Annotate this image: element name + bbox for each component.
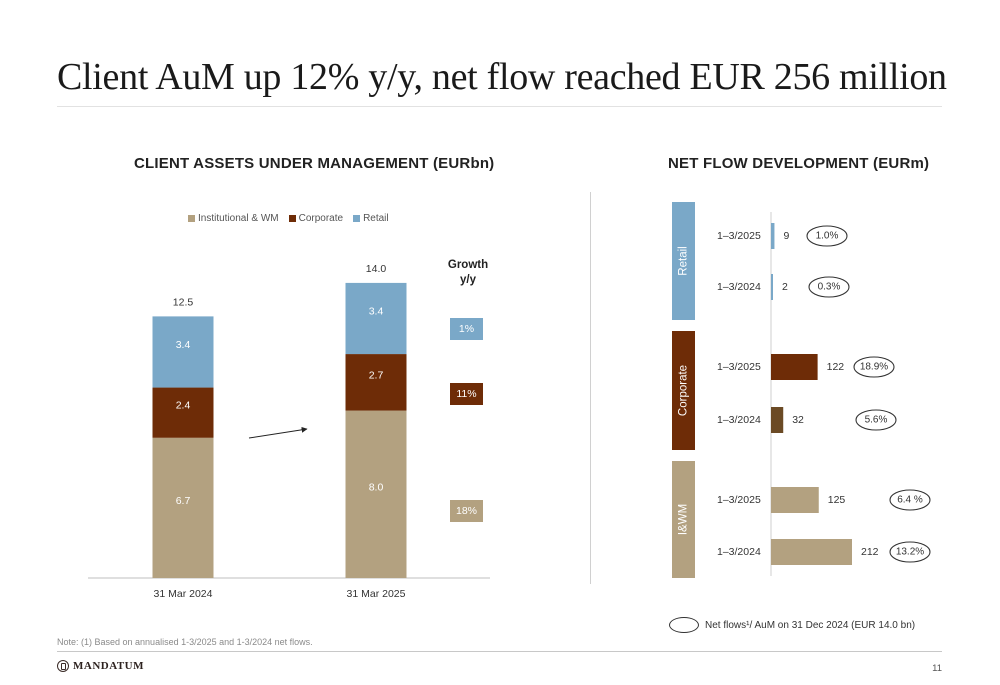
bar-corporate-1 [152, 387, 214, 438]
ratio-label-retail-2: 0.3% [818, 282, 841, 293]
legend-swatch-retail [353, 215, 361, 222]
net-flow-legend-label: Net flows¹/ AuM on 31 Dec 2024 (EUR 14.0… [705, 619, 916, 631]
net-flow-value-retail-2: 2 [782, 281, 788, 293]
period-label-retail-1: 1–3/2025 [717, 230, 761, 242]
mandatum-logo: MANDATUM [57, 660, 144, 672]
logo-emblem-icon [57, 660, 69, 672]
net-flow-bar-corporate-1 [771, 354, 818, 380]
group-label-corporate: Corporate [678, 365, 690, 416]
net-flow-bar-retail-1 [771, 223, 775, 249]
footnote: Note: (1) Based on annualised 1-3/2025 a… [57, 637, 313, 647]
growth-header: Growth y/y [437, 258, 499, 288]
title-divider [57, 106, 942, 107]
aum-legend: Institutional & WM Corporate Retail [188, 213, 389, 224]
ratio-oval-retail-1 [806, 225, 848, 247]
total-label-1: 12.5 [173, 296, 194, 308]
bar-label-corporate-2: 2.7 [369, 369, 384, 381]
legend-label-corporate: Corporate [298, 213, 344, 224]
group-band-i-wm [672, 461, 695, 578]
bar-label-institutional-wm-1: 6.7 [176, 495, 191, 507]
legend-oval-icon [669, 617, 699, 633]
growth-box-retail: 1% [450, 318, 483, 340]
logo-text: MANDATUM [73, 660, 145, 672]
net-flow-bar-corporate-2 [771, 407, 784, 433]
bar-label-institutional-wm-2: 8.0 [369, 481, 384, 493]
group-label-i-wm: I&WM [678, 504, 690, 535]
net-flow-bar-i-wm-2 [771, 539, 852, 565]
net-flow-value-i-wm-1: 125 [828, 494, 846, 506]
period-label-corporate-1: 1–3/2025 [717, 361, 761, 373]
ratio-label-corporate-2: 5.6% [865, 415, 888, 426]
net-flow-value-retail-1: 9 [783, 230, 789, 242]
bar-institutional-wm-1 [152, 437, 214, 578]
net-flow-value-corporate-1: 122 [827, 361, 845, 373]
aum-chart: 6.7 2.4 3.4 12.5 31 Mar 2024 8.0 2.7 3.4 14.0 31 … [88, 263, 490, 600]
ratio-label-i-wm-2: 13.2% [896, 547, 924, 558]
group-band-retail [672, 202, 695, 320]
period-label-i-wm-2: 1–3/2024 [717, 546, 761, 558]
net-flow-legend: Net flows¹/ AuM on 31 Dec 2024 (EUR 14.0… [669, 617, 915, 633]
growth-box-corporate: 11% [450, 383, 483, 405]
x-tick-label-1: 31 Mar 2024 [154, 588, 213, 600]
legend-label-retail: Retail [363, 213, 389, 224]
period-label-i-wm-1: 1–3/2025 [717, 494, 761, 506]
page-title: Client AuM up 12% y/y, net flow reached … [57, 56, 947, 98]
growth-header-line1: Growth [447, 259, 489, 271]
net-flow-chart: Retail 1–3/2025 9 1.0% 1–3/2024 2 0.3% Corporat… [672, 202, 931, 578]
ratio-oval-i-wm-2 [889, 541, 931, 563]
ratio-oval-corporate-1 [853, 356, 895, 378]
bar-label-retail-2: 3.4 [369, 305, 384, 317]
ratio-label-i-wm-1: 6.4 % [897, 495, 923, 506]
net-flow-bar-retail-2 [771, 274, 773, 300]
growth-box-inst-wm: 18% [450, 500, 483, 522]
legend-swatch-corporate [288, 215, 296, 222]
ratio-label-retail-1: 1.0% [816, 231, 839, 242]
ratio-label-corporate-1: 18.9% [860, 362, 888, 373]
page-number: 11 [932, 663, 942, 674]
net-flow-value-i-wm-2: 212 [861, 546, 879, 558]
bar-retail-2 [345, 282, 407, 355]
ratio-oval-corporate-2 [855, 409, 897, 431]
legend-label-inst-wm: Institutional & WM [198, 213, 279, 224]
net-flow-chart-title: NET FLOW DEVELOPMENT (EURm) [668, 155, 930, 172]
period-label-corporate-2: 1–3/2024 [717, 414, 761, 426]
group-band-corporate [672, 331, 695, 450]
legend-item-retail: Retail [353, 213, 389, 224]
total-label-2: 14.0 [366, 263, 387, 275]
group-label-retail: Retail [678, 246, 690, 275]
legend-item-corporate: Corporate [288, 213, 344, 224]
bar-label-corporate-1: 2.4 [176, 400, 191, 412]
bar-institutional-wm-2 [345, 410, 407, 578]
aum-chart-title: CLIENT ASSETS UNDER MANAGEMENT (EURbn) [134, 155, 495, 172]
net-flow-bar-i-wm-1 [771, 487, 819, 513]
growth-arrow [248, 426, 308, 439]
legend-swatch-inst-wm [188, 215, 195, 222]
bar-label-retail-1: 3.4 [176, 339, 191, 351]
period-label-retail-2: 1–3/2024 [717, 281, 761, 293]
ratio-oval-retail-2 [808, 276, 850, 298]
growth-header-line2: y/y [460, 274, 476, 286]
ratio-oval-i-wm-1 [889, 489, 931, 511]
legend-item-inst-wm: Institutional & WM [188, 213, 279, 224]
bar-corporate-2 [345, 354, 407, 411]
net-flow-value-corporate-2: 32 [792, 414, 804, 426]
footer-divider [57, 651, 942, 652]
section-divider [590, 192, 591, 584]
bar-retail-1 [152, 316, 214, 388]
x-tick-label-2: 31 Mar 2025 [347, 588, 406, 600]
